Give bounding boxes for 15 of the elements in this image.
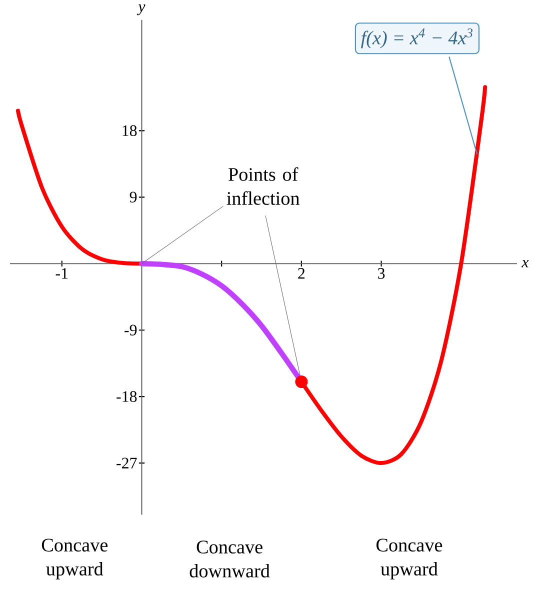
y-tick-label: -9 <box>124 324 137 336</box>
y-tick-label: -27 <box>116 458 137 468</box>
x-tick-label: -1 <box>56 268 68 279</box>
x-tick-label: 3 <box>378 268 385 279</box>
y-tick-label: -18 <box>116 391 137 402</box>
annotation: f(x) = x$^{4}$ − 4x$^{3}$ <box>361 28 473 48</box>
annotation: Points of inflection <box>226 167 300 205</box>
y-tick-label: 18 <box>122 125 137 136</box>
x-tick-label: 2 <box>298 268 305 279</box>
text: Concave upward <box>376 538 442 580</box>
text: Concave downward <box>190 540 270 578</box>
y-axis-title: y <box>136 4 146 16</box>
text: Concave upward <box>42 538 108 580</box>
y-tick-label: 9 <box>130 192 137 203</box>
x-axis-title: x <box>522 260 529 268</box>
